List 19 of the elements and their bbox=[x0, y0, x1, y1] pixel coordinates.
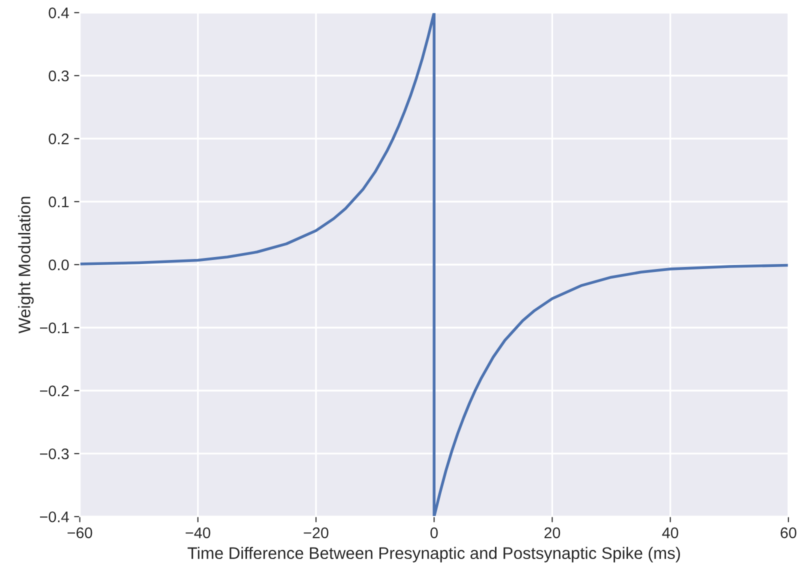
x-tick-label: −40 bbox=[186, 527, 210, 538]
x-tick-label: 20 bbox=[544, 527, 560, 538]
y-tick-label: 0.4 bbox=[48, 7, 69, 18]
line-series bbox=[80, 12, 788, 517]
x-axis-title: Time Difference Between Presynaptic and Postsynaptic Spike (ms) bbox=[188, 546, 680, 562]
y-axis-title: Weight Modulation bbox=[18, 196, 34, 334]
y-tick-label: −0.3 bbox=[40, 448, 69, 460]
x-tick-label: 60 bbox=[780, 527, 796, 538]
x-tick-label: −20 bbox=[304, 527, 328, 538]
x-tick-label: 40 bbox=[662, 527, 678, 538]
y-tick-label: −0.4 bbox=[40, 511, 69, 522]
y-tick-label: 0.0 bbox=[48, 259, 69, 270]
y-tick-label: −0.2 bbox=[40, 385, 69, 396]
y-tick-label: 0.1 bbox=[48, 196, 69, 208]
y-tick-label: 0.2 bbox=[48, 133, 69, 144]
x-tick-label: 0 bbox=[430, 527, 438, 538]
x-tick-label: −60 bbox=[68, 527, 92, 538]
y-tick-label: −0.1 bbox=[40, 322, 69, 334]
y-tick-label: 0.3 bbox=[48, 70, 69, 82]
